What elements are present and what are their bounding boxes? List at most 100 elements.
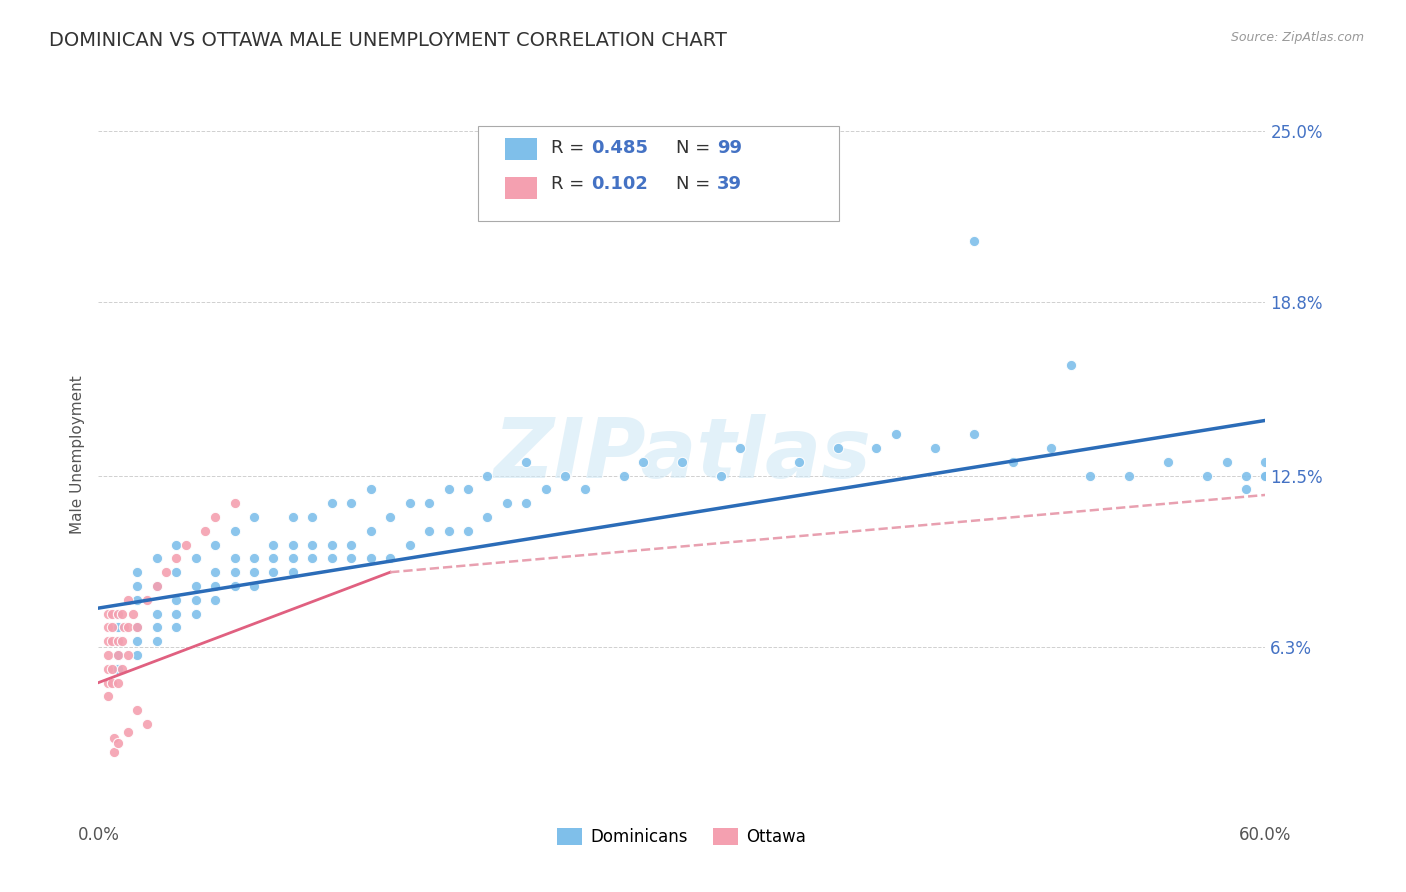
Point bbox=[107, 634, 129, 648]
Point bbox=[111, 662, 134, 676]
Point bbox=[97, 620, 120, 634]
Point bbox=[204, 579, 226, 593]
Point bbox=[1118, 468, 1140, 483]
Point bbox=[184, 579, 207, 593]
Text: N =: N = bbox=[676, 176, 716, 194]
Point bbox=[155, 566, 177, 580]
Point bbox=[437, 483, 460, 497]
Text: 0.485: 0.485 bbox=[591, 139, 648, 157]
Point bbox=[515, 455, 537, 469]
Point bbox=[204, 538, 226, 552]
Point bbox=[117, 592, 139, 607]
Point bbox=[117, 648, 139, 662]
Point bbox=[204, 510, 226, 524]
Point bbox=[340, 538, 363, 552]
Point bbox=[1254, 468, 1277, 483]
Point bbox=[127, 634, 149, 648]
Point bbox=[1001, 455, 1024, 469]
Point bbox=[117, 725, 139, 739]
Point bbox=[165, 538, 187, 552]
Point bbox=[243, 510, 266, 524]
Point bbox=[204, 592, 226, 607]
Point bbox=[127, 703, 149, 717]
Point bbox=[1195, 468, 1218, 483]
Point bbox=[111, 607, 134, 621]
Point bbox=[136, 592, 159, 607]
Point bbox=[127, 620, 149, 634]
Point bbox=[101, 662, 124, 676]
Point bbox=[380, 551, 402, 566]
Point bbox=[884, 427, 907, 442]
Point bbox=[477, 468, 499, 483]
Text: Source: ZipAtlas.com: Source: ZipAtlas.com bbox=[1230, 31, 1364, 45]
Point bbox=[418, 496, 440, 510]
Point bbox=[107, 662, 129, 676]
Point bbox=[165, 566, 187, 580]
Point bbox=[924, 441, 946, 455]
Point bbox=[301, 538, 323, 552]
Point bbox=[174, 538, 197, 552]
Point bbox=[146, 579, 169, 593]
Point bbox=[380, 510, 402, 524]
Point bbox=[117, 620, 139, 634]
Text: DOMINICAN VS OTTAWA MALE UNEMPLOYMENT CORRELATION CHART: DOMINICAN VS OTTAWA MALE UNEMPLOYMENT CO… bbox=[49, 31, 727, 50]
Point bbox=[107, 648, 129, 662]
Point bbox=[1060, 358, 1083, 372]
Point bbox=[146, 579, 169, 593]
Y-axis label: Male Unemployment: Male Unemployment bbox=[69, 376, 84, 534]
Text: 99: 99 bbox=[717, 139, 742, 157]
Point bbox=[360, 483, 382, 497]
Point bbox=[962, 427, 984, 442]
Point bbox=[398, 538, 420, 552]
Text: 0.102: 0.102 bbox=[591, 176, 648, 194]
Point bbox=[457, 483, 479, 497]
Point bbox=[321, 538, 343, 552]
Point bbox=[457, 524, 479, 538]
Point bbox=[204, 566, 226, 580]
Point bbox=[496, 496, 519, 510]
Point bbox=[631, 455, 654, 469]
Point bbox=[101, 675, 124, 690]
Point bbox=[97, 690, 120, 704]
Point bbox=[127, 620, 149, 634]
Legend: Dominicans, Ottawa: Dominicans, Ottawa bbox=[551, 821, 813, 853]
Point bbox=[107, 620, 129, 634]
Point bbox=[281, 510, 304, 524]
Point bbox=[146, 607, 169, 621]
Point bbox=[107, 675, 129, 690]
Point bbox=[281, 566, 304, 580]
Point bbox=[146, 634, 169, 648]
Point bbox=[243, 566, 266, 580]
Point bbox=[1254, 455, 1277, 469]
Point bbox=[1215, 455, 1237, 469]
Point bbox=[1157, 455, 1180, 469]
Point bbox=[127, 648, 149, 662]
Point bbox=[477, 510, 499, 524]
Point bbox=[146, 551, 169, 566]
Point bbox=[321, 496, 343, 510]
Point bbox=[107, 607, 129, 621]
Point bbox=[97, 634, 120, 648]
Point bbox=[136, 717, 159, 731]
Point bbox=[1080, 468, 1102, 483]
Point bbox=[103, 745, 125, 759]
Point bbox=[613, 468, 636, 483]
Point bbox=[165, 592, 187, 607]
Point bbox=[243, 579, 266, 593]
Point bbox=[184, 551, 207, 566]
Point bbox=[184, 607, 207, 621]
Point bbox=[360, 524, 382, 538]
Point bbox=[122, 607, 145, 621]
Point bbox=[103, 731, 125, 745]
Point bbox=[301, 551, 323, 566]
Point bbox=[281, 538, 304, 552]
Point bbox=[107, 607, 129, 621]
Point bbox=[97, 675, 120, 690]
Point bbox=[112, 620, 135, 634]
Point bbox=[827, 441, 849, 455]
Point bbox=[146, 620, 169, 634]
Text: R =: R = bbox=[551, 176, 591, 194]
Point bbox=[127, 566, 149, 580]
Point bbox=[224, 524, 246, 538]
Point bbox=[301, 510, 323, 524]
